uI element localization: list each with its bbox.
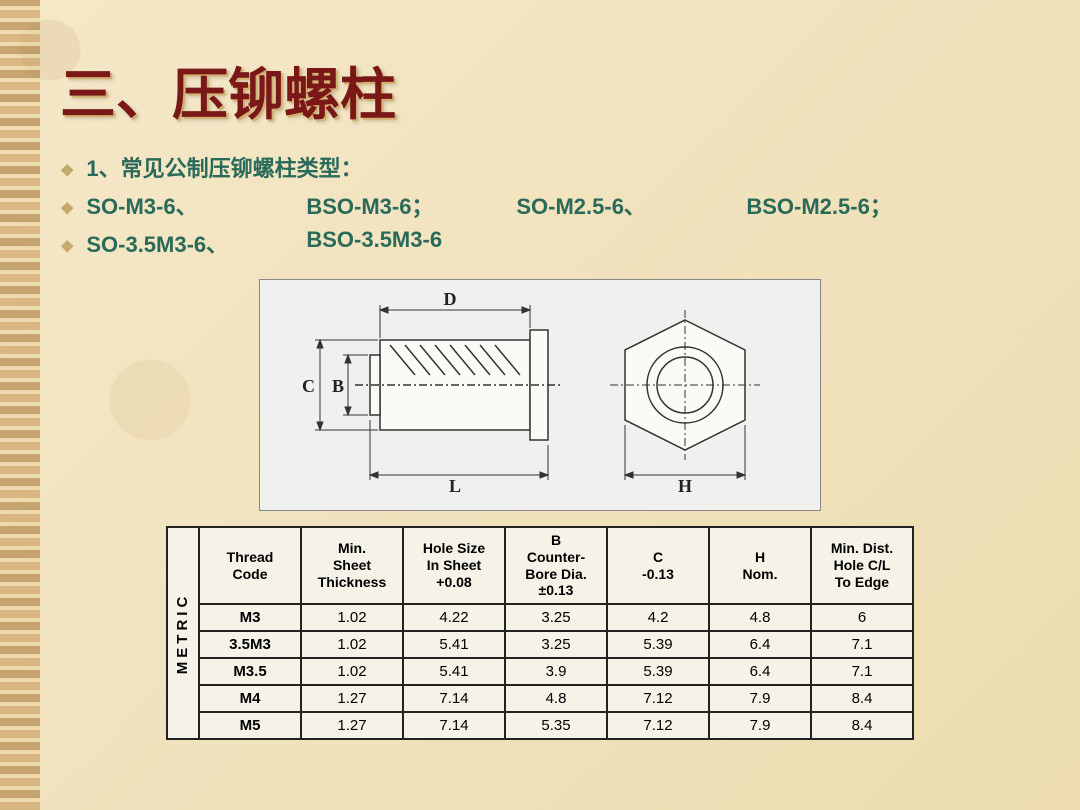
cell: 1.02 bbox=[301, 658, 403, 685]
type-code: BSO-3.5M3-6 bbox=[306, 227, 516, 259]
dim-label-b: B bbox=[332, 376, 344, 396]
type-code: SO-M3-6、 bbox=[86, 189, 306, 221]
cell: 5.39 bbox=[607, 631, 709, 658]
cell: 5.41 bbox=[403, 631, 505, 658]
page-title: 三、压铆螺柱 bbox=[60, 50, 1020, 131]
cell: 1.27 bbox=[301, 712, 403, 739]
cell: 5.41 bbox=[403, 658, 505, 685]
cell: 7.9 bbox=[709, 712, 811, 739]
diagram-container: D L C bbox=[60, 279, 1020, 511]
col-header: ThreadCode bbox=[199, 527, 301, 604]
subtitle-text: 1、常见公制压铆螺柱类型： bbox=[86, 151, 362, 183]
type-code: BSO-M2.5-6； bbox=[746, 189, 891, 221]
dim-label-d: D bbox=[444, 289, 457, 309]
type-code: SO-3.5M3-6、 bbox=[86, 227, 306, 259]
dim-label-l: L bbox=[449, 476, 461, 496]
types-row-1: ❖ SO-M3-6、 BSO-M3-6； SO-M2.5-6、 BSO-M2.5… bbox=[60, 189, 1020, 221]
cell: 4.8 bbox=[505, 685, 607, 712]
subtitle-row: ❖ 1、常见公制压铆螺柱类型： bbox=[60, 151, 1020, 183]
slide-content: 三、压铆螺柱 ❖ 1、常见公制压铆螺柱类型： ❖ SO-M3-6、 BSO-M3… bbox=[0, 0, 1080, 770]
cell: 7.9 bbox=[709, 685, 811, 712]
cell: 7.12 bbox=[607, 685, 709, 712]
cell: M3.5 bbox=[199, 658, 301, 685]
table-row: 3.5M3 1.02 5.41 3.25 5.39 6.4 7.1 bbox=[167, 631, 913, 658]
cell: 4.2 bbox=[607, 604, 709, 631]
table-side-label: METRIC bbox=[167, 527, 199, 739]
cell: 7.12 bbox=[607, 712, 709, 739]
cell: 7.1 bbox=[811, 631, 913, 658]
bullet-icon: ❖ bbox=[60, 199, 74, 219]
dim-label-h: H bbox=[678, 476, 692, 496]
dim-label-c: C bbox=[302, 376, 315, 396]
cell: 3.25 bbox=[505, 604, 607, 631]
cell: M4 bbox=[199, 685, 301, 712]
table-row: M3 1.02 4.22 3.25 4.2 4.8 6 bbox=[167, 604, 913, 631]
cell: 7.14 bbox=[403, 685, 505, 712]
cell: 3.25 bbox=[505, 631, 607, 658]
cell: 4.22 bbox=[403, 604, 505, 631]
cell: 5.39 bbox=[607, 658, 709, 685]
cell: M3 bbox=[199, 604, 301, 631]
col-header: C-0.13 bbox=[607, 527, 709, 604]
cell: 5.35 bbox=[505, 712, 607, 739]
types-row-2: ❖ SO-3.5M3-6、 BSO-3.5M3-6 bbox=[60, 227, 1020, 259]
table-header-row: METRIC ThreadCode Min.SheetThickness Hol… bbox=[167, 527, 913, 604]
cell: 8.4 bbox=[811, 712, 913, 739]
cell: 7.14 bbox=[403, 712, 505, 739]
col-header: HNom. bbox=[709, 527, 811, 604]
technical-diagram: D L C bbox=[259, 279, 821, 511]
cell: 8.4 bbox=[811, 685, 913, 712]
table-row: M5 1.27 7.14 5.35 7.12 7.9 8.4 bbox=[167, 712, 913, 739]
table-row: M4 1.27 7.14 4.8 7.12 7.9 8.4 bbox=[167, 685, 913, 712]
col-header: Min.SheetThickness bbox=[301, 527, 403, 604]
cell: 7.1 bbox=[811, 658, 913, 685]
spec-table-container: METRIC ThreadCode Min.SheetThickness Hol… bbox=[60, 526, 1020, 740]
cell: 1.27 bbox=[301, 685, 403, 712]
col-header: BCounter-Bore Dia.±0.13 bbox=[505, 527, 607, 604]
type-code: BSO-M3-6； bbox=[306, 189, 516, 221]
table-row: M3.5 1.02 5.41 3.9 5.39 6.4 7.1 bbox=[167, 658, 913, 685]
cell: 1.02 bbox=[301, 604, 403, 631]
cell: 6 bbox=[811, 604, 913, 631]
cell: 4.8 bbox=[709, 604, 811, 631]
cell: 3.9 bbox=[505, 658, 607, 685]
cell: 3.5M3 bbox=[199, 631, 301, 658]
cell: 6.4 bbox=[709, 658, 811, 685]
cell: 1.02 bbox=[301, 631, 403, 658]
spec-table: METRIC ThreadCode Min.SheetThickness Hol… bbox=[166, 526, 914, 740]
bullet-icon: ❖ bbox=[60, 161, 74, 181]
col-header: Hole SizeIn Sheet+0.08 bbox=[403, 527, 505, 604]
cell: M5 bbox=[199, 712, 301, 739]
bullet-icon: ❖ bbox=[60, 237, 74, 257]
col-header: Min. Dist.Hole C/LTo Edge bbox=[811, 527, 913, 604]
type-code: SO-M2.5-6、 bbox=[516, 189, 746, 221]
cell: 6.4 bbox=[709, 631, 811, 658]
